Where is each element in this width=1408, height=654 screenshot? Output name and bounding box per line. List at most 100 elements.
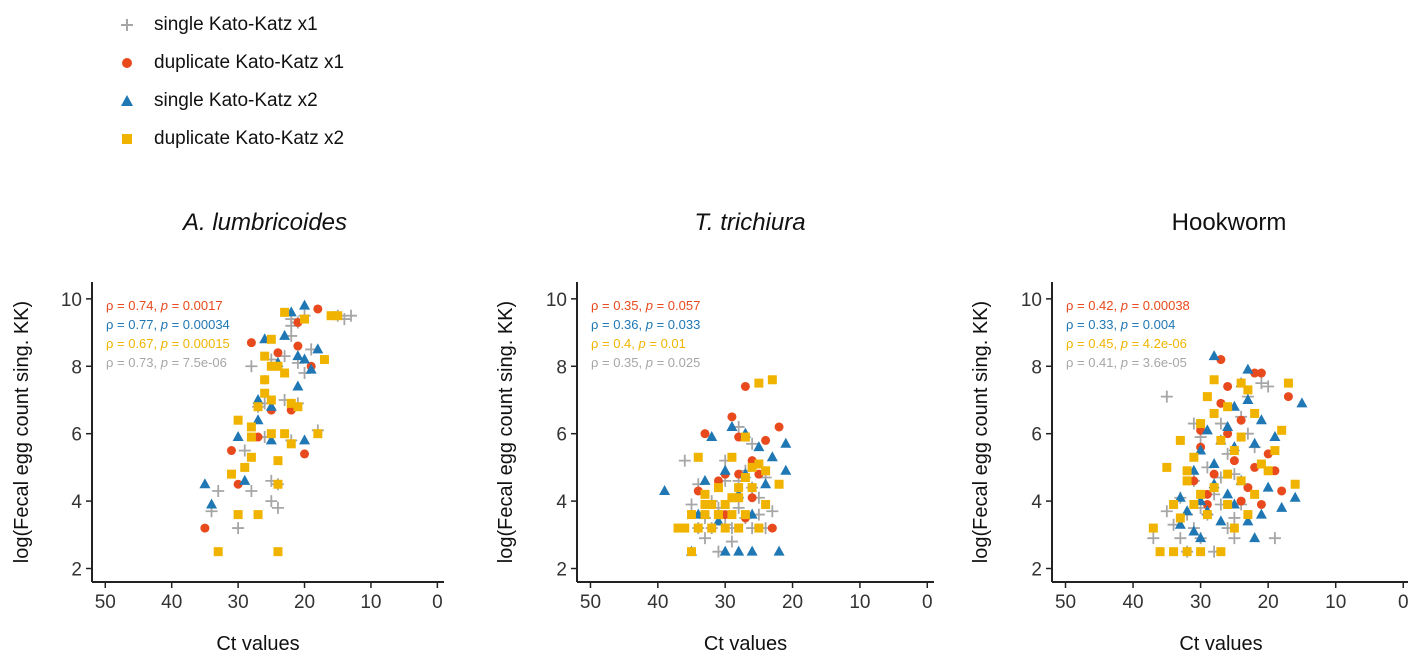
y-tick-label: 2	[1031, 560, 1042, 581]
data-point-triangle	[252, 414, 264, 425]
data-point-triangle	[1188, 525, 1200, 536]
x-tick-label: 30	[228, 592, 249, 613]
data-point-square	[747, 462, 757, 472]
data-point-square	[727, 493, 737, 503]
data-point-triangle	[252, 393, 264, 404]
data-point-square	[1236, 378, 1246, 388]
data-point-plus	[1147, 532, 1160, 545]
data-point-square	[300, 314, 310, 324]
data-point-plus	[678, 454, 691, 467]
x-tick-label: 40	[1122, 592, 1143, 613]
data-point-square	[747, 483, 757, 493]
data-point-square	[253, 510, 263, 520]
data-point-plus	[1228, 532, 1241, 545]
data-point-triangle	[753, 441, 765, 452]
data-point-triangle	[766, 451, 778, 462]
data-point-square	[266, 334, 276, 344]
x-tick-label: 10	[1325, 592, 1346, 613]
data-point-square	[1169, 547, 1179, 557]
square-marker-icon	[122, 134, 132, 144]
data-point-circle	[727, 412, 737, 422]
data-point-plus	[1255, 377, 1268, 390]
data-point-square	[1263, 466, 1273, 476]
data-point-plus	[1262, 380, 1275, 393]
x-tick-label: 0	[432, 592, 443, 613]
data-point-triangle	[1242, 515, 1254, 526]
data-point-square	[1216, 435, 1226, 445]
data-point-square	[754, 459, 764, 469]
data-point-square	[761, 466, 771, 476]
legend-item-duplicate-x2: duplicate Kato-Katz x2	[112, 120, 344, 158]
data-point-triangle	[760, 478, 772, 489]
chart-panel-3: Hookworm 2 4 6 8 10 50 40 30 20 10 0 Ct values log(Fe…	[970, 209, 1408, 654]
x-axis-label: Ct values	[216, 633, 299, 654]
data-point-triangle	[299, 434, 311, 445]
data-point-square	[700, 510, 710, 520]
data-point-circle	[1256, 368, 1266, 378]
chart-panel-2: T. trichiura 2 4 6 8 10 50 40 30 20 10 0 Ct values lo…	[495, 209, 934, 654]
chart-title: A. lumbricoides	[181, 209, 347, 236]
data-point-triangle	[1262, 481, 1274, 492]
data-point-square	[1236, 476, 1246, 486]
data-point-plus	[265, 495, 278, 508]
y-axis-label: log(Fecal egg count sing. KK)	[495, 301, 517, 563]
data-point-circle	[1236, 496, 1246, 506]
data-point-plus	[345, 309, 358, 322]
y-tick-label: 2	[556, 560, 567, 581]
data-point-square	[246, 432, 256, 442]
x-tick-label: 50	[95, 592, 116, 613]
data-point-square	[740, 432, 750, 442]
data-point-circle	[1263, 449, 1273, 459]
data-point-circle	[273, 348, 283, 358]
data-point-square	[1202, 392, 1212, 402]
data-point-square	[700, 499, 710, 509]
correlation-stat: ρ = 0.77, p = 0.00034	[106, 317, 230, 332]
data-point-triangle	[206, 498, 218, 509]
data-point-square	[233, 415, 243, 425]
correlation-stat: ρ = 0.4, p = 0.01	[591, 336, 686, 351]
data-point-triangle	[1195, 444, 1207, 455]
data-point-triangle	[299, 353, 311, 364]
data-point-square	[774, 479, 784, 489]
data-point-square	[687, 547, 697, 557]
legend-label: duplicate Kato-Katz x1	[154, 52, 345, 73]
data-point-triangle	[1195, 532, 1207, 543]
data-point-triangle	[1296, 397, 1308, 408]
data-point-triangle	[265, 434, 277, 445]
y-tick-label: 8	[556, 357, 567, 378]
data-point-square	[1229, 446, 1239, 456]
data-point-triangle	[1174, 518, 1186, 529]
x-tick-label: 20	[782, 592, 803, 613]
legend-label: duplicate Kato-Katz x2	[154, 128, 345, 149]
data-point-circle	[293, 341, 303, 351]
circle-marker-icon	[122, 58, 132, 68]
correlation-stat: ρ = 0.36, p = 0.033	[591, 317, 700, 332]
data-point-square	[313, 429, 323, 439]
data-point-square	[767, 375, 777, 385]
data-point-plus	[685, 498, 698, 511]
data-point-square	[1182, 466, 1192, 476]
data-point-square	[280, 307, 290, 317]
correlation-stat: ρ = 0.45, p = 4.2e-06	[1066, 336, 1187, 351]
data-point-square	[713, 510, 723, 520]
data-point-square	[740, 510, 750, 520]
data-point-square	[1196, 547, 1206, 557]
triangle-marker-icon	[121, 95, 133, 106]
data-point-triangle	[1255, 414, 1267, 425]
data-point-plus	[1174, 532, 1187, 545]
data-point-square	[720, 523, 730, 533]
data-point-circle	[200, 523, 210, 533]
data-point-square	[1223, 402, 1233, 412]
data-point-triangle	[1249, 532, 1261, 543]
data-point-square	[1216, 547, 1226, 557]
data-point-triangle	[1222, 420, 1234, 431]
y-tick-label: 6	[556, 425, 567, 446]
data-point-square	[1202, 510, 1212, 520]
data-point-circle	[767, 523, 777, 533]
x-tick-label: 0	[1398, 592, 1408, 613]
data-point-triangle	[1215, 515, 1227, 526]
correlation-stat: ρ = 0.73, p = 7.5e-06	[106, 355, 227, 370]
data-point-square	[740, 473, 750, 483]
data-point-triangle	[1276, 501, 1288, 512]
data-point-circle	[774, 422, 784, 432]
